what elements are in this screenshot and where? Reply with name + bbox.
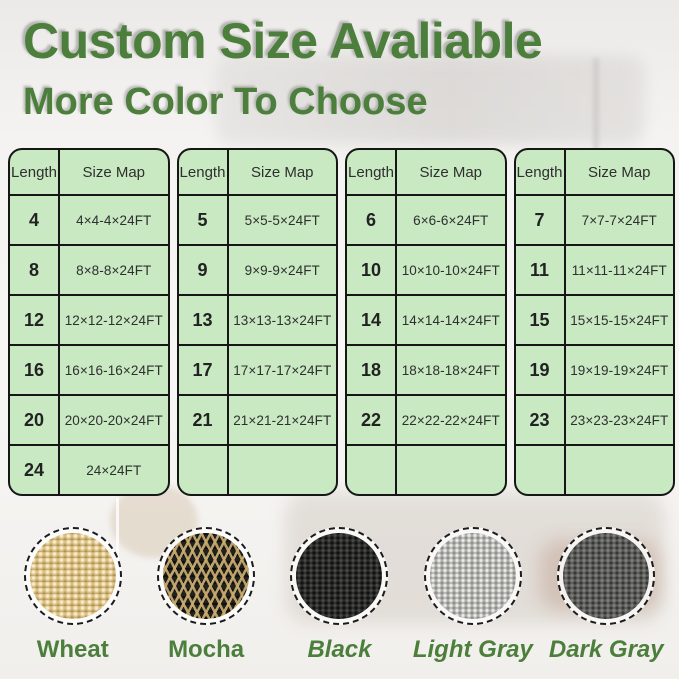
color-swatch-light-gray: Light Gray — [407, 527, 539, 664]
swatch-label: Light Gray — [412, 636, 533, 663]
fabric-texture-wheat — [29, 533, 116, 619]
column-header-sizemap: Size Map — [563, 150, 674, 194]
size-table-4: Length Size Map 7 7×7-7×24FT 11 11×11-11×24… — [513, 148, 675, 496]
size-map-cell — [226, 444, 336, 494]
color-swatch-wheat: Wheat — [7, 527, 139, 664]
size-tables-row: Length Size Map 4 4×4-4×24FT 8 8×8-8×24FT 12… — [8, 148, 675, 496]
size-table-2: Length Size Map 5 5×5-5×24FT 9 9×9-9×24FT 13… — [176, 148, 338, 496]
column-header-length: Length — [348, 163, 394, 181]
size-map-cell: 19×19-19×24FT — [563, 344, 673, 394]
color-swatches-row: Wheat Mocha Black Light Gray Dark Gray — [0, 527, 679, 664]
swatch-label: Black — [307, 636, 372, 663]
size-map-cell: 20×20-20×24FT — [58, 394, 168, 444]
size-map-cell: 13×13-13×24FT — [226, 294, 336, 344]
length-cell: 6 — [347, 194, 395, 244]
length-cell: 23 — [515, 394, 564, 444]
length-cell: 20 — [10, 394, 58, 444]
column-header-sizemap: Size Map — [395, 150, 505, 194]
column-header-sizemap: Size Map — [226, 150, 337, 194]
size-map-cell: 22×22-22×24FT — [395, 394, 505, 444]
column-header-length: Length — [516, 163, 563, 181]
size-map-cell: 9×9-9×24FT — [226, 244, 336, 294]
swatch-dashed-ring — [557, 527, 656, 625]
size-map-cell: 21×21-21×24FT — [226, 394, 336, 444]
size-map-cell — [395, 444, 505, 494]
size-map-cell: 24×24FT — [58, 444, 168, 494]
length-cell: 9 — [178, 244, 227, 294]
length-cell: 22 — [347, 394, 395, 444]
length-cell: 19 — [515, 344, 564, 394]
size-map-cell: 8×8-8×24FT — [58, 244, 168, 294]
size-map-cell — [563, 444, 673, 494]
fabric-texture-black — [296, 533, 383, 619]
swatch-label: Mocha — [168, 636, 245, 663]
length-cell: 10 — [347, 244, 395, 294]
fabric-texture-light-gray — [429, 533, 516, 619]
length-cell: 16 — [10, 344, 58, 394]
size-map-cell: 17×17-17×24FT — [226, 344, 336, 394]
column-header-sizemap: Size Map — [58, 150, 168, 194]
length-cell: 7 — [515, 194, 564, 244]
color-swatch-dark-gray: Dark Gray — [540, 527, 672, 664]
length-cell — [515, 444, 564, 494]
page-subtitle: More Color To Choose — [23, 81, 428, 123]
size-map-cell: 12×12-12×24FT — [58, 294, 168, 344]
size-map-cell: 10×10-10×24FT — [395, 244, 505, 294]
size-map-cell: 16×16-16×24FT — [58, 344, 168, 394]
length-cell: 8 — [10, 244, 58, 294]
length-cell: 24 — [10, 444, 58, 494]
fabric-texture-dark-gray — [563, 533, 650, 619]
size-map-cell: 11×11-11×24FT — [563, 244, 673, 294]
length-cell: 14 — [347, 294, 395, 344]
background-photo-line — [593, 58, 599, 150]
length-cell: 15 — [515, 294, 564, 344]
color-swatch-mocha: Mocha — [140, 527, 272, 664]
size-map-cell: 6×6-6×24FT — [395, 194, 505, 244]
size-map-cell: 18×18-18×24FT — [395, 344, 505, 394]
swatch-dashed-ring — [23, 527, 122, 625]
size-map-cell: 4×4-4×24FT — [58, 194, 168, 244]
swatch-label: Dark Gray — [548, 636, 664, 663]
color-swatch-black: Black — [273, 527, 405, 664]
length-cell: 17 — [178, 344, 227, 394]
size-table-3: Length Size Map 6 6×6-6×24FT 10 10×10-10×24… — [345, 148, 507, 496]
size-map-cell: 7×7-7×24FT — [563, 194, 673, 244]
length-cell — [178, 444, 227, 494]
length-cell — [347, 444, 395, 494]
size-map-cell: 14×14-14×24FT — [395, 294, 505, 344]
length-cell: 12 — [10, 294, 58, 344]
swatch-dashed-ring — [290, 527, 389, 625]
size-map-cell: 5×5-5×24FT — [226, 194, 336, 244]
length-cell: 13 — [178, 294, 227, 344]
column-header-length: Length — [11, 163, 57, 181]
size-map-cell: 23×23-23×24FT — [563, 394, 673, 444]
size-table-1: Length Size Map 4 4×4-4×24FT 8 8×8-8×24FT 12… — [8, 148, 170, 496]
length-cell: 5 — [178, 194, 227, 244]
swatch-dashed-ring — [423, 527, 522, 625]
size-map-cell: 15×15-15×24FT — [563, 294, 673, 344]
column-header-length: Length — [179, 163, 226, 181]
swatch-dashed-ring — [157, 527, 256, 625]
length-cell: 21 — [178, 394, 227, 444]
fabric-texture-mocha — [163, 533, 250, 619]
page-title: Custom Size Avaliable — [23, 13, 543, 69]
length-cell: 4 — [10, 194, 58, 244]
length-cell: 11 — [515, 244, 564, 294]
length-cell: 18 — [347, 344, 395, 394]
swatch-label: Wheat — [36, 636, 109, 663]
